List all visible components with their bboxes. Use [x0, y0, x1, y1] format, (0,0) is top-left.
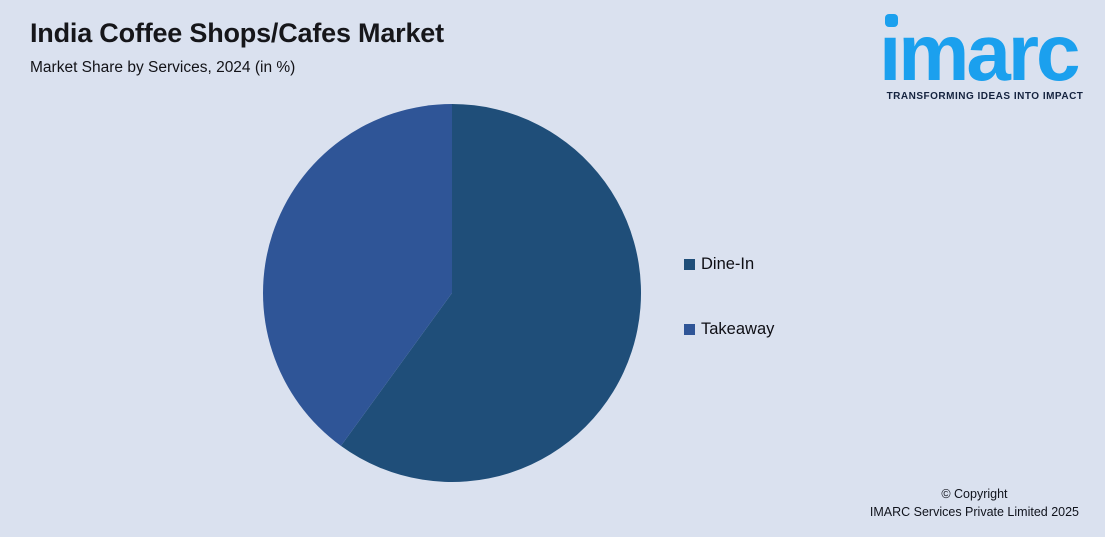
legend-item-dine-in: Dine-In: [684, 254, 774, 274]
legend-label-takeaway: Takeaway: [701, 319, 775, 338]
page-subtitle: Market Share by Services, 2024 (in %): [30, 59, 296, 77]
legend: Dine-In Takeaway: [684, 254, 774, 384]
header: India Coffee Shops/Cafes Market Market S…: [30, 18, 444, 77]
copyright-notice: © Copyright IMARC Services Private Limit…: [870, 485, 1079, 521]
pie-chart: [263, 104, 642, 482]
imarc-logo: ımarc TRANSFORMING IDEAS INTO IMPACT: [879, 8, 1091, 112]
logo-wordmark: ımarc: [879, 8, 1080, 97]
legend-marker-takeaway: [684, 323, 695, 335]
legend-item-takeaway: Takeaway: [684, 319, 774, 339]
legend-marker-dine-in: [684, 258, 695, 270]
pie-slice-dine-in: [340, 104, 642, 482]
pie-slice-takeaway: [263, 104, 452, 446]
copyright-line-1: © Copyright: [941, 486, 1008, 501]
logo-i-dot-icon: [885, 14, 898, 27]
logo-tagline: TRANSFORMING IDEAS INTO IMPACT: [886, 91, 1084, 102]
copyright-line-2: IMARC Services Private Limited 2025: [869, 504, 1079, 519]
page-title: India Coffee Shops/Cafes Market: [30, 18, 444, 48]
legend-label-dine-in: Dine-In: [701, 254, 755, 273]
